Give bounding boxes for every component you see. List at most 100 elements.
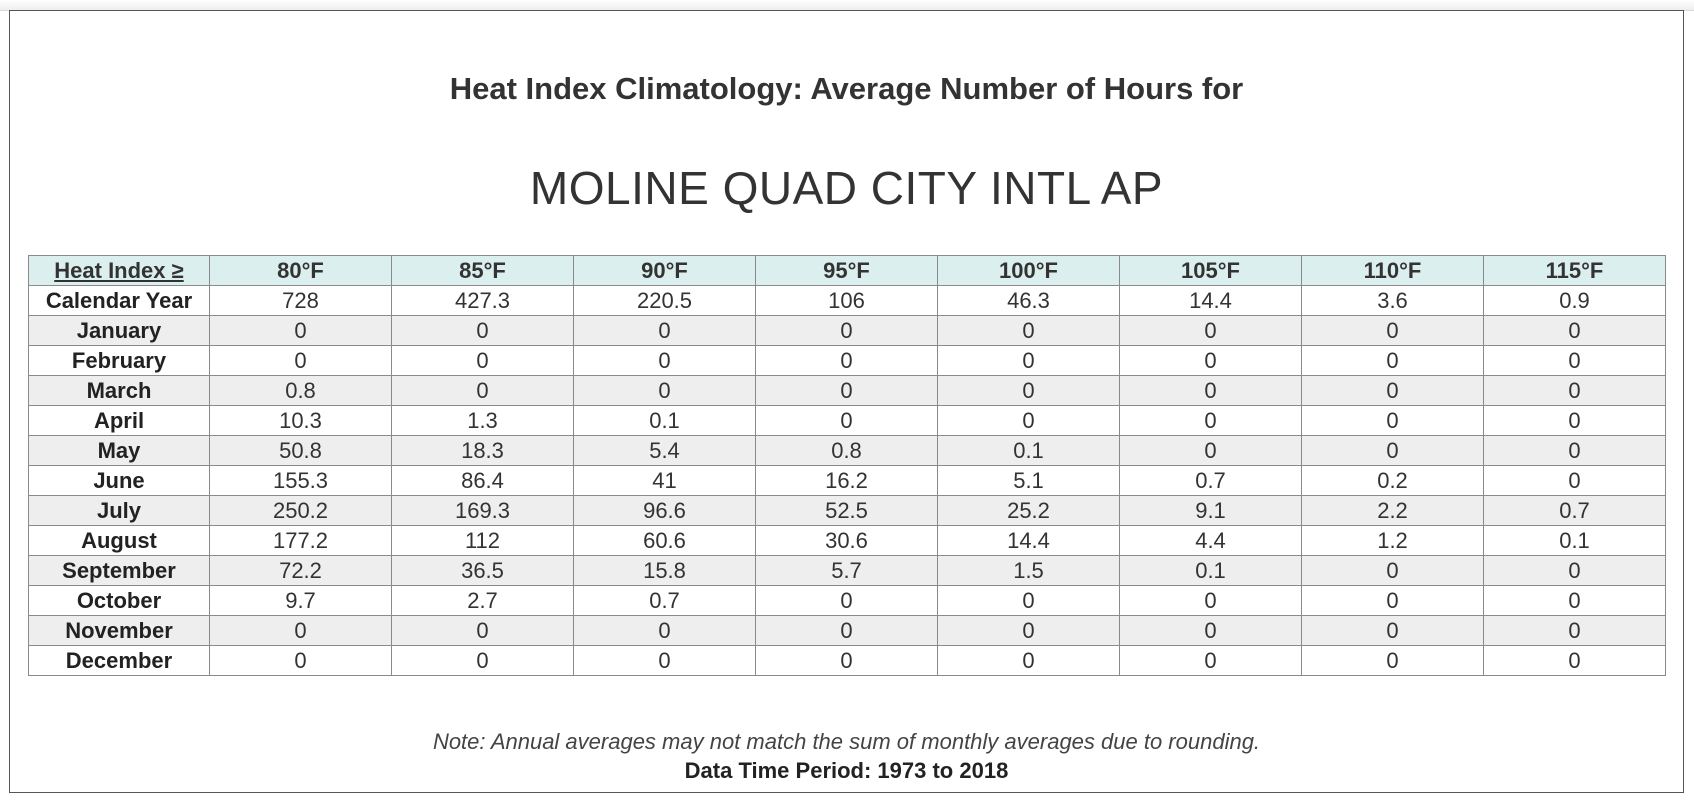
row-label: September (28, 555, 210, 586)
table-cell: 60.6 (573, 525, 756, 556)
table-cell: 0.1 (1483, 525, 1666, 556)
table-cell: 0.8 (209, 375, 392, 406)
table-cell: 0 (1483, 345, 1666, 376)
table-cell: 46.3 (937, 285, 1120, 316)
table-row: Calendar Year 728 427.3 220.5 106 46.3 14.4 3.6… (28, 285, 1666, 316)
table-cell: 1.3 (391, 405, 574, 436)
table-cell: 0 (209, 615, 392, 646)
row-label: June (28, 465, 210, 496)
table-cell: 0 (1119, 345, 1302, 376)
table-row: September 72.2 36.5 15.8 5.7 1.5 0.1 0 0 (28, 555, 1666, 586)
table-row: July 250.2 169.3 96.6 52.5 25.2 9.1 2.2 0.7 (28, 495, 1666, 526)
table-cell: 36.5 (391, 555, 574, 586)
column-header: 110°F (1301, 255, 1484, 286)
row-label: July (28, 495, 210, 526)
column-header: 100°F (937, 255, 1120, 286)
table-cell: 2.7 (391, 585, 574, 616)
table-cell: 0 (1483, 585, 1666, 616)
row-label: March (28, 375, 210, 406)
table-cell: 0 (937, 645, 1120, 676)
table-cell: 14.4 (1119, 285, 1302, 316)
table-cell: 5.7 (755, 555, 938, 586)
table-cell: 0 (391, 615, 574, 646)
table-cell: 0 (755, 315, 938, 346)
table-cell: 0 (1483, 375, 1666, 406)
table-cell: 0 (1301, 345, 1484, 376)
table-cell: 250.2 (209, 495, 392, 526)
table-cell: 25.2 (937, 495, 1120, 526)
table-cell: 427.3 (391, 285, 574, 316)
table-cell: 169.3 (391, 495, 574, 526)
table-cell: 0 (755, 345, 938, 376)
table-cell: 106 (755, 285, 938, 316)
table-cell: 0.1 (573, 405, 756, 436)
table-cell: 0 (1483, 435, 1666, 466)
column-header: 85°F (391, 255, 574, 286)
row-label: February (28, 345, 210, 376)
table-cell: 0 (1119, 615, 1302, 646)
table-cell: 41 (573, 465, 756, 496)
table-row: April 10.3 1.3 0.1 0 0 0 0 0 (28, 405, 1666, 436)
column-header: 115°F (1483, 255, 1666, 286)
table-cell: 18.3 (391, 435, 574, 466)
table-cell: 0 (1119, 645, 1302, 676)
table-row: December 0 0 0 0 0 0 0 0 (28, 645, 1666, 676)
table-cell: 5.1 (937, 465, 1120, 496)
table-cell: 0 (937, 345, 1120, 376)
table-cell: 0.9 (1483, 285, 1666, 316)
table-cell: 15.8 (573, 555, 756, 586)
row-label: Calendar Year (28, 285, 210, 316)
table-cell: 0 (755, 375, 938, 406)
table-cell: 0 (1483, 405, 1666, 436)
table-cell: 0 (1301, 435, 1484, 466)
table-cell: 0 (1119, 405, 1302, 436)
page-title: Heat Index Climatology: Average Number o… (449, 71, 1244, 106)
table-cell: 0 (1483, 315, 1666, 346)
table-cell: 0 (1483, 555, 1666, 586)
table-row: November 0 0 0 0 0 0 0 0 (28, 615, 1666, 646)
table-row: June 155.3 86.4 41 16.2 5.1 0.7 0.2 0 (28, 465, 1666, 496)
table-cell: 96.6 (573, 495, 756, 526)
table-cell: 0 (755, 405, 938, 436)
table-cell: 5.4 (573, 435, 756, 466)
table-cell: 0 (937, 375, 1120, 406)
table-cell: 0 (391, 315, 574, 346)
table-cell: 0 (1119, 435, 1302, 466)
station-name: MOLINE QUAD CITY INTL AP (529, 162, 1164, 214)
table-cell: 0 (937, 405, 1120, 436)
table-cell: 0 (573, 615, 756, 646)
table-cell: 30.6 (755, 525, 938, 556)
column-header: 90°F (573, 255, 756, 286)
table-header-row: Heat Index ≥ 80°F 85°F 90°F 95°F 100°F 105°F 1… (28, 255, 1666, 286)
table-cell: 16.2 (755, 465, 938, 496)
table-row: August 177.2 112 60.6 30.6 14.4 4.4 1.2 0.1 (28, 525, 1666, 556)
table-row: October 9.7 2.7 0.7 0 0 0 0 0 (28, 585, 1666, 616)
content-frame: Heat Index Climatology: Average Number o… (9, 10, 1684, 793)
table-cell: 112 (391, 525, 574, 556)
table-cell: 0 (755, 645, 938, 676)
table-cell: 0 (1301, 555, 1484, 586)
column-header: 80°F (209, 255, 392, 286)
table-cell: 0 (391, 645, 574, 676)
table-cell: 0 (1301, 585, 1484, 616)
row-label: April (28, 405, 210, 436)
table-cell: 0 (209, 345, 392, 376)
table-cell: 0.8 (755, 435, 938, 466)
row-label: October (28, 585, 210, 616)
table-cell: 177.2 (209, 525, 392, 556)
table-cell: 728 (209, 285, 392, 316)
table-cell: 2.2 (1301, 495, 1484, 526)
table-cell: 0 (1119, 585, 1302, 616)
row-label: December (28, 645, 210, 676)
table-cell: 0 (755, 615, 938, 646)
row-header-label: Heat Index ≥ (28, 255, 210, 286)
table-cell: 0 (755, 585, 938, 616)
table-cell: 0 (1301, 315, 1484, 346)
table-cell: 0 (1119, 375, 1302, 406)
heat-index-table: Heat Index ≥ 80°F 85°F 90°F 95°F 100°F 105°F 1… (28, 255, 1666, 676)
table-row: March 0.8 0 0 0 0 0 0 0 (28, 375, 1666, 406)
table-cell: 0.7 (573, 585, 756, 616)
row-label: January (28, 315, 210, 346)
table-cell: 86.4 (391, 465, 574, 496)
table-row: January 0 0 0 0 0 0 0 0 (28, 315, 1666, 346)
